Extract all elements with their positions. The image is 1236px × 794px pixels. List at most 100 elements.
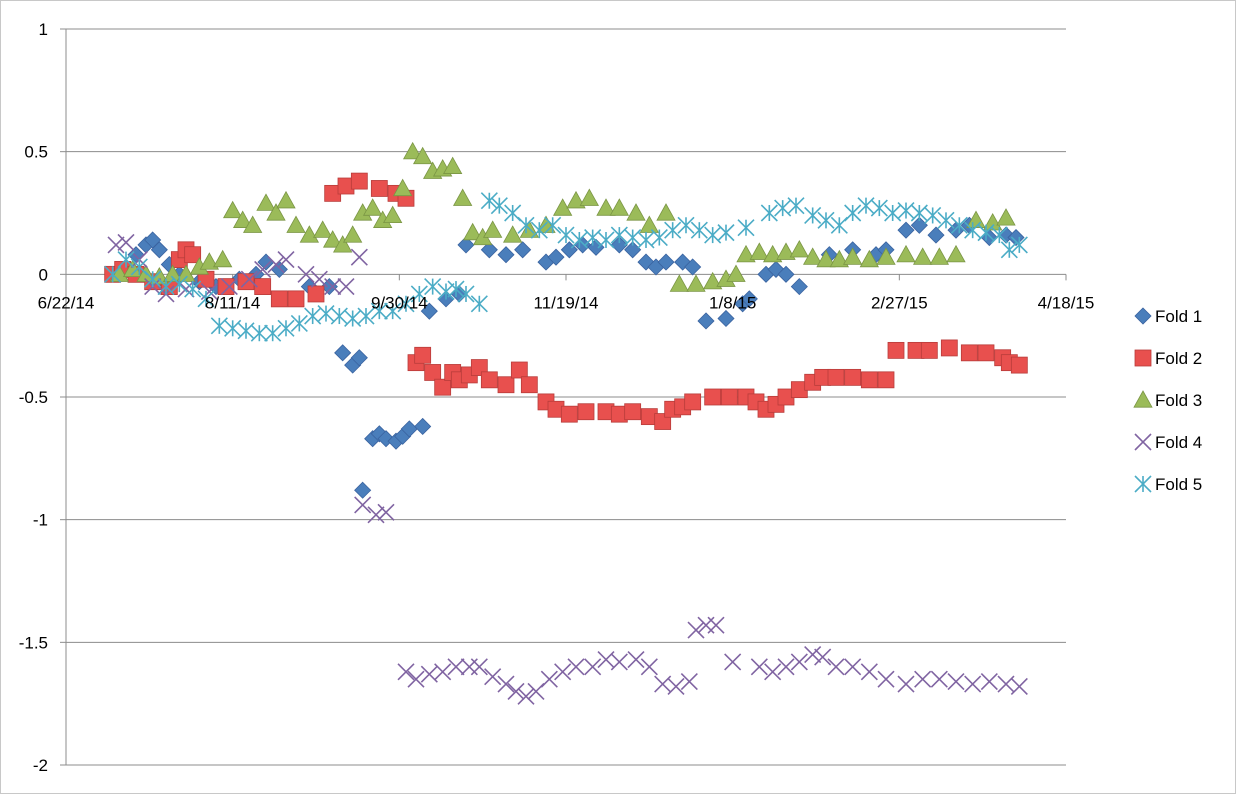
data-point	[557, 226, 575, 244]
data-point	[609, 198, 630, 216]
data-point	[1000, 241, 1018, 259]
data-point	[342, 225, 363, 243]
data-point	[310, 270, 328, 288]
legend-item: Fold 1	[1134, 307, 1202, 326]
legend-marker	[1134, 433, 1152, 451]
data-point	[240, 270, 258, 288]
y-tick-label: -0.5	[19, 388, 48, 407]
data-point	[764, 663, 782, 681]
data-point	[964, 675, 982, 693]
data-point	[510, 361, 528, 379]
series-fold-3	[109, 141, 1016, 292]
data-point	[517, 216, 535, 234]
x-tick-label: 2/27/15	[871, 293, 928, 312]
data-point	[397, 663, 415, 681]
data-point	[990, 226, 1008, 244]
data-point	[266, 203, 286, 221]
data-point	[307, 285, 325, 303]
data-point	[947, 673, 965, 691]
data-point	[357, 307, 375, 325]
legend-item: Fold 2	[1134, 349, 1202, 368]
data-point	[457, 236, 475, 254]
data-point	[286, 215, 306, 233]
data-point	[232, 210, 253, 228]
data-point	[912, 247, 933, 265]
data-point	[407, 670, 425, 688]
data-point	[144, 270, 162, 288]
data-point	[490, 197, 508, 215]
data-point	[410, 285, 428, 303]
data-point	[816, 249, 836, 268]
data-point	[184, 246, 202, 264]
legend-label: Fold 5	[1155, 475, 1202, 494]
data-point	[724, 653, 742, 671]
data-point	[870, 199, 888, 217]
data-point	[680, 673, 698, 691]
data-point	[704, 388, 722, 406]
data-point	[277, 251, 295, 269]
data-point	[597, 231, 615, 249]
x-tick-label: 8/11/14	[205, 293, 260, 312]
data-point	[447, 280, 465, 298]
data-point	[544, 216, 562, 234]
y-tick-label: 0.5	[24, 143, 48, 162]
data-point	[402, 141, 423, 160]
data-point	[397, 295, 415, 313]
data-point	[540, 670, 558, 688]
data-point	[960, 344, 978, 362]
data-point	[470, 658, 488, 676]
data-point	[827, 368, 845, 386]
data-point	[776, 242, 796, 260]
data-point	[626, 203, 646, 221]
legend-marker	[1134, 475, 1152, 493]
data-point	[170, 275, 188, 293]
data-point	[514, 241, 532, 259]
gridlines	[66, 28, 1066, 766]
data-point	[804, 206, 822, 225]
legend-marker	[1134, 349, 1152, 367]
data-point	[276, 190, 296, 209]
data-point	[150, 241, 168, 259]
data-point	[842, 247, 863, 265]
data-point	[829, 249, 850, 268]
data-point	[354, 481, 372, 499]
data-point	[217, 278, 235, 296]
data-point	[434, 663, 452, 681]
data-point	[497, 675, 515, 693]
data-point	[212, 249, 233, 268]
data-point	[267, 255, 285, 274]
data-point	[354, 496, 372, 514]
data-point	[530, 221, 548, 239]
data-point	[337, 278, 355, 296]
data-point	[750, 658, 768, 676]
data-point	[554, 663, 572, 681]
data-point	[452, 188, 473, 206]
data-point	[392, 178, 413, 197]
data-point	[462, 222, 483, 241]
data-point	[940, 339, 958, 357]
data-point	[656, 203, 676, 221]
data-point	[669, 274, 690, 292]
data-point	[264, 324, 282, 342]
data-point	[667, 677, 685, 696]
data-point	[517, 687, 535, 705]
data-point	[502, 225, 523, 243]
legend: Fold 1 Fold 2 Fold 3 Fold 4 Fold 5	[1133, 307, 1202, 494]
data-point	[720, 388, 738, 406]
y-tick-label: -2	[33, 756, 48, 775]
data-point	[199, 252, 220, 270]
data-point	[1010, 236, 1028, 254]
data-point	[414, 417, 432, 436]
data-point	[687, 621, 705, 639]
data-point	[250, 324, 268, 342]
data-point	[457, 285, 475, 303]
data-point	[980, 673, 998, 691]
legend-label: Fold 4	[1155, 433, 1202, 452]
data-point	[924, 206, 942, 225]
legend-label: Fold 3	[1155, 391, 1202, 410]
data-point	[184, 280, 202, 298]
data-point	[424, 364, 442, 381]
legend-marker	[1133, 390, 1153, 408]
data-point	[362, 198, 383, 216]
